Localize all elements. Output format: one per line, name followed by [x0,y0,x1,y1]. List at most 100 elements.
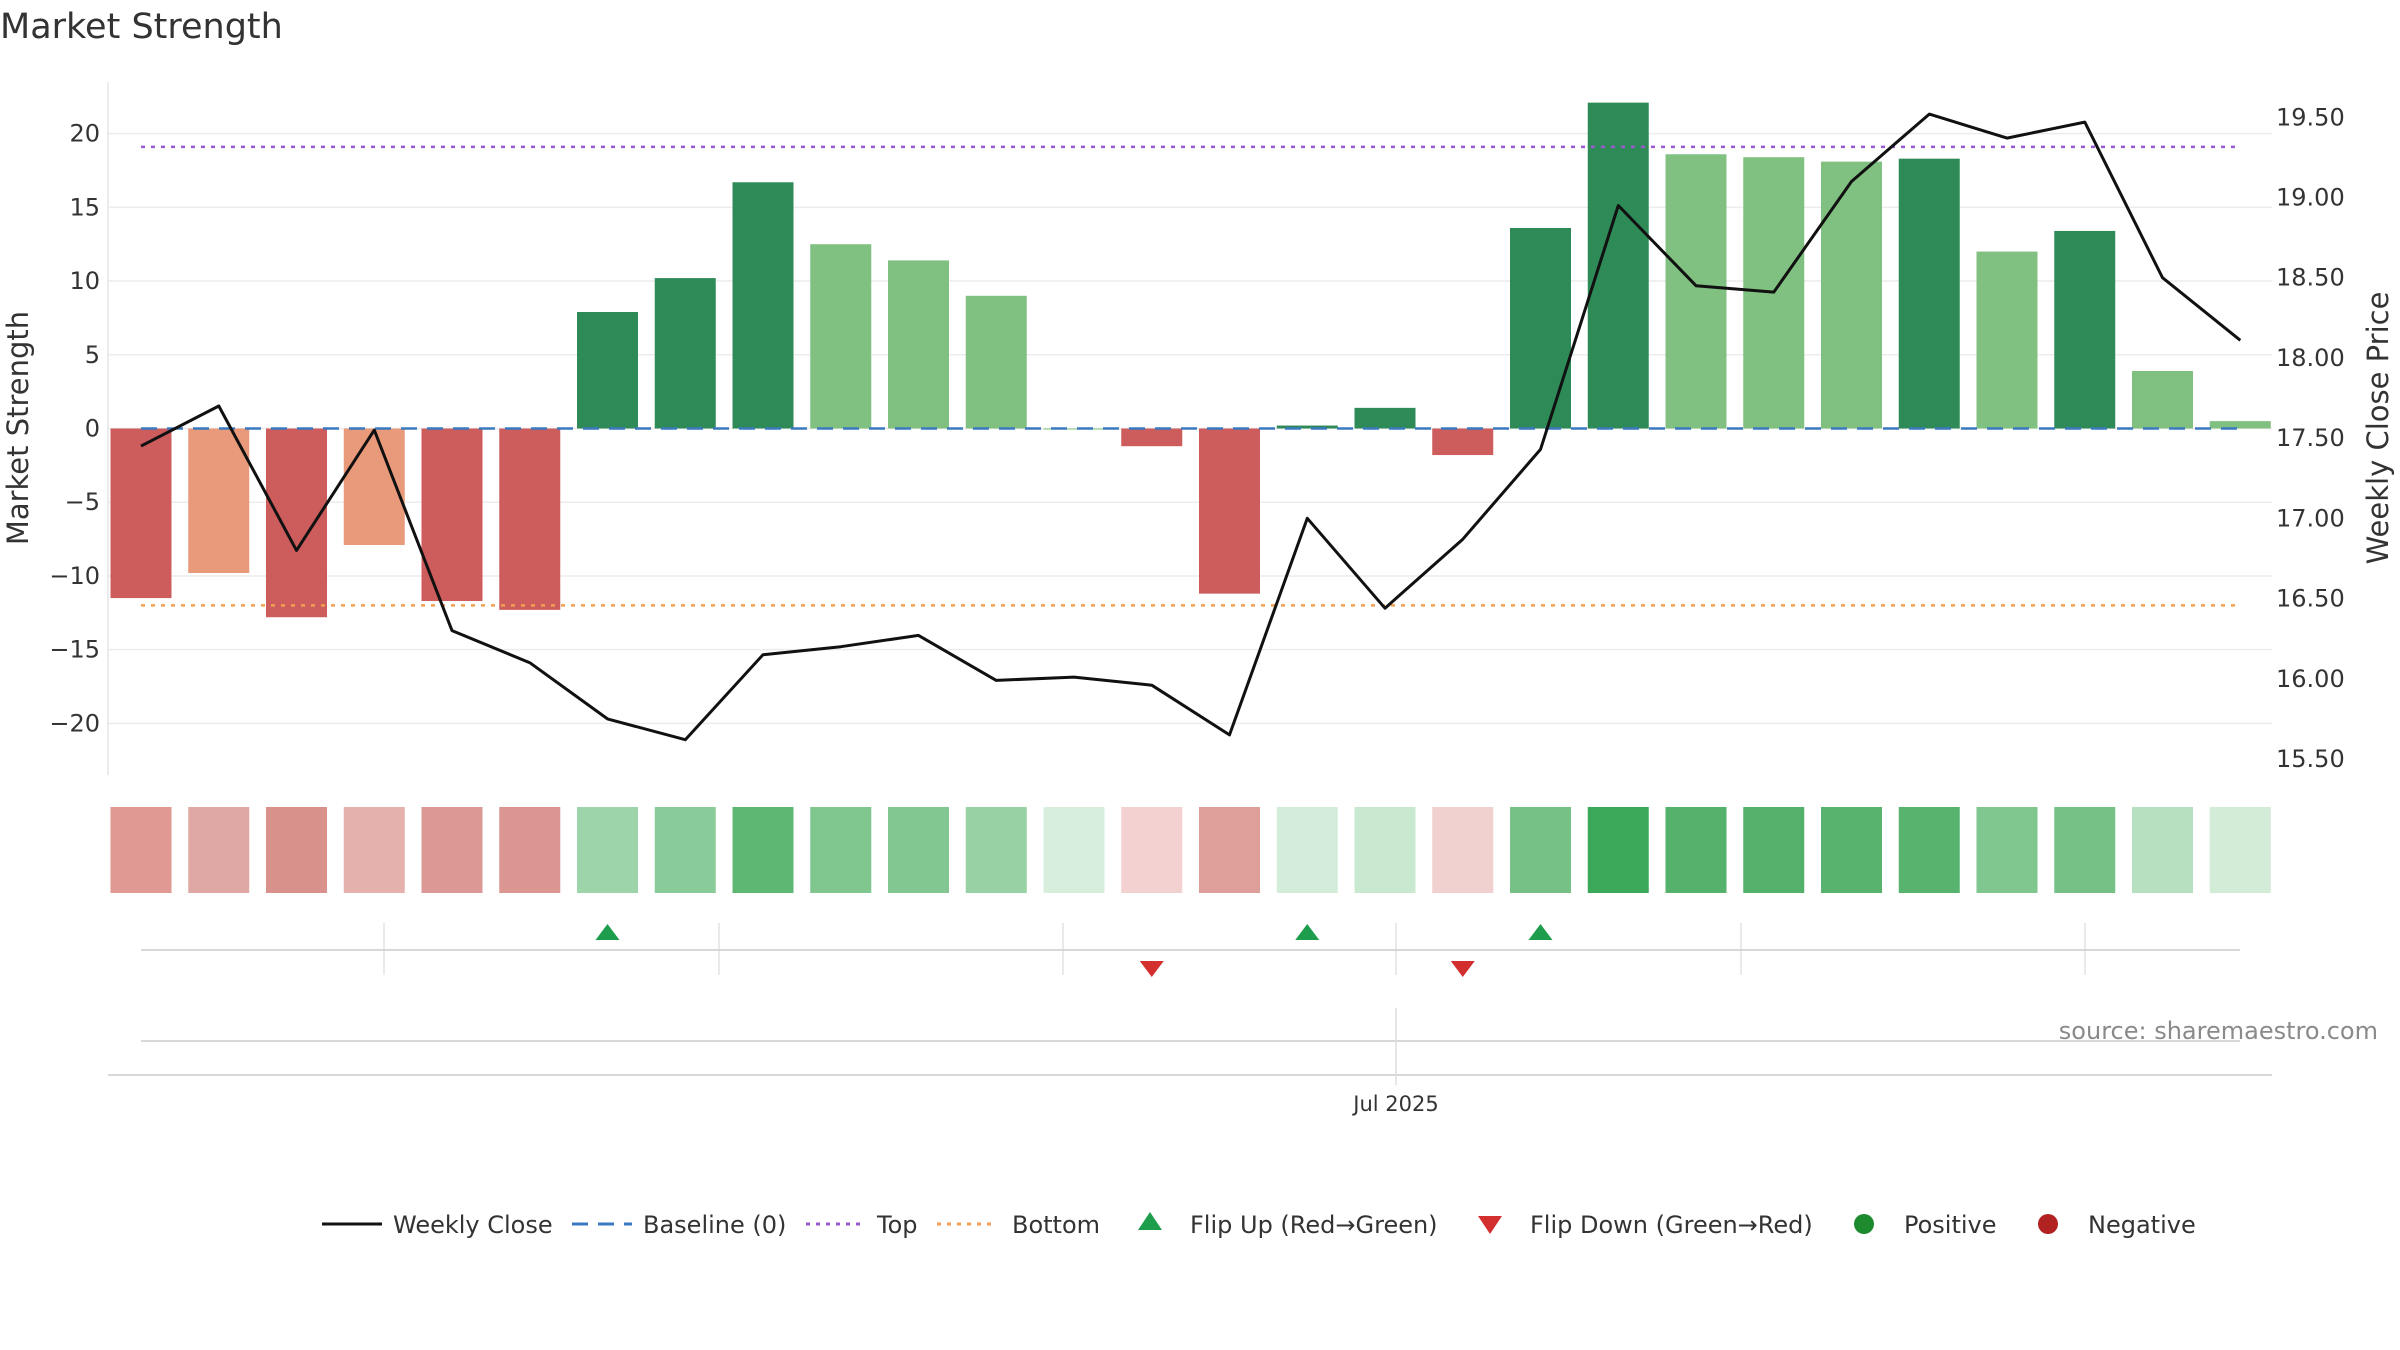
legend-label: Flip Down (Green→Red) [1530,1211,1813,1239]
right-tick-label: 16.00 [2276,665,2345,693]
left-tick-label: −15 [49,636,100,664]
legend-label: Positive [1904,1211,1997,1239]
legend-item: Bottom [937,1211,1100,1239]
legend: Weekly Close Baseline (0) Top Bottom Flip Up… [322,1211,2196,1239]
heat-cell [577,807,638,893]
legend-label: Baseline (0) [643,1211,786,1239]
chart-title: Market Strength [0,7,283,47]
strength-bar [2132,370,2193,429]
heat-cell [499,807,561,893]
strength-bar [888,260,949,429]
heat-cell [1665,807,1727,893]
strength-bar [732,182,794,429]
strength-bar [499,428,561,610]
strength-bar [2054,230,2116,429]
left-tick-label: 5 [85,341,100,369]
left-axis: 20 15 10 5 0 −5 −10 −15 −20 [49,120,100,738]
heat-cell [965,807,1027,893]
right-tick-label: 19.50 [2276,103,2345,131]
right-tick-label: 17.00 [2276,504,2345,532]
heat-cell [1199,807,1260,893]
heat-cell [1432,807,1494,893]
right-tick-label: 16.50 [2276,585,2345,613]
strength-bar [1276,425,1338,429]
flip-markers [141,923,2240,1042]
heat-cell [1821,807,1882,893]
strength-bar [343,428,405,545]
left-tick-label: −20 [49,709,100,737]
legend-label: Top [876,1211,918,1239]
strength-bar [1898,158,1960,429]
strength-bar [110,428,172,599]
heat-cell [1898,807,1960,893]
strength-bar [1976,251,2038,429]
left-axis-label: Market Strength [1,311,35,545]
strength-bar [577,312,638,429]
heat-strip [110,807,2271,893]
heat-cell [1043,807,1105,893]
weekly-close-line-layer [140,112,2242,742]
legend-circle-icon [1854,1214,1874,1234]
strength-bar [1354,407,1416,429]
strength-bar [810,244,872,429]
flip-down-marker [1139,961,1164,977]
right-axis: 19.50 19.00 18.50 18.00 17.50 17.00 16.50 16.00… [2276,103,2345,773]
strength-bar [1432,428,1494,456]
heat-cell [188,807,250,893]
legend-triangle-down-icon [1478,1216,1502,1234]
legend-circle-icon [2038,1214,2058,1234]
strength-bar [1665,154,1727,429]
strength-bar [266,428,327,618]
heat-cell [2054,807,2116,893]
right-tick-label: 19.00 [2276,184,2345,212]
flip-up-marker [1295,924,1320,940]
legend-label: Negative [2088,1211,2196,1239]
heat-cell [421,807,483,893]
legend-item: Top [806,1211,918,1239]
right-tick-label: 18.00 [2276,344,2345,372]
heat-cell [1587,807,1649,893]
heat-cell [654,807,716,893]
right-tick-label: 18.50 [2276,264,2345,292]
legend-item: Flip Up (Red→Green) [1138,1211,1438,1239]
strength-bar [1510,227,1571,429]
date-tick-label: Jul 2025 [1351,1092,1438,1116]
strength-bar [1199,428,1260,594]
right-tick-label: 15.50 [2276,745,2345,773]
strength-bar [1043,428,1105,430]
flip-up-marker [1528,924,1553,940]
legend-item: Baseline (0) [572,1211,786,1239]
strength-bar [965,295,1027,429]
legend-triangle-up-icon [1138,1212,1162,1230]
left-tick-label: 10 [69,267,100,295]
legend-label: Flip Up (Red→Green) [1190,1211,1438,1239]
strength-bar [1587,102,1649,429]
reference-lines [141,145,2240,607]
heat-cell [266,807,327,893]
heat-cell [1354,807,1416,893]
heat-cell [2209,807,2271,893]
strength-bar [2209,421,2271,429]
strength-bars [110,102,2271,618]
legend-item: Weekly Close [322,1211,553,1239]
strength-bar [421,428,483,602]
legend-item: Negative [2038,1211,2196,1239]
heat-cell [1276,807,1338,893]
heat-cell [810,807,872,893]
heat-cell [1743,807,1805,893]
strength-bar [1121,428,1183,447]
right-axis-label: Weekly Close Price [2361,292,2395,565]
heat-cell [343,807,405,893]
strength-bar [188,428,250,573]
heat-cell [1976,807,2038,893]
strength-bar [1821,161,1882,429]
weekly-close-line [140,112,2242,742]
left-tick-label: 0 [85,415,100,443]
legend-item: Positive [1854,1211,1997,1239]
right-tick-label: 17.50 [2276,424,2345,452]
flip-down-marker [1450,961,1475,977]
strength-bar [654,278,716,429]
heat-cell [888,807,949,893]
source-credit: source: sharemaestro.com [2059,1017,2378,1045]
legend-label: Bottom [1012,1211,1100,1239]
